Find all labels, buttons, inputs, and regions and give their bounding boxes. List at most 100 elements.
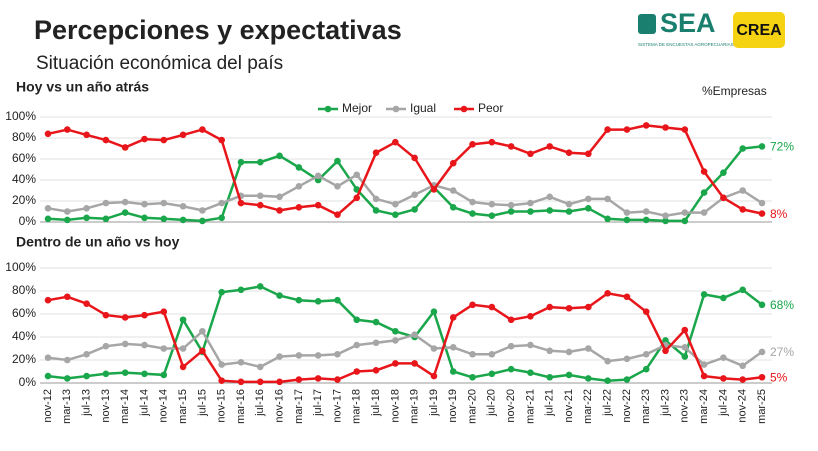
point — [758, 210, 766, 217]
point — [662, 347, 669, 355]
point — [179, 131, 187, 139]
point — [199, 327, 206, 335]
x-tick-label: jul-18 — [370, 389, 382, 417]
point — [237, 199, 245, 207]
point — [218, 136, 225, 144]
y-tick-label: 40% — [12, 172, 36, 186]
point — [276, 207, 283, 214]
point — [237, 378, 245, 386]
point — [334, 157, 341, 165]
point — [141, 200, 148, 208]
point — [44, 205, 52, 212]
x-tick-label: nov-23 — [679, 389, 691, 423]
x-tick-label: nov-16 — [273, 389, 285, 423]
point — [199, 207, 206, 214]
point — [604, 357, 611, 365]
point — [565, 200, 573, 208]
x-tick-label: mar-23 — [640, 389, 652, 424]
point — [334, 183, 341, 190]
point — [720, 169, 727, 176]
point — [83, 350, 90, 358]
point — [700, 168, 708, 175]
y-tick-label: 80% — [12, 130, 36, 144]
x-tick-label: mar-14 — [119, 389, 131, 424]
x-tick-label: jul-16 — [254, 389, 266, 417]
point — [739, 187, 747, 194]
point — [469, 301, 476, 309]
point — [623, 355, 631, 363]
subtitle: Situación económica del país — [36, 53, 283, 74]
point — [372, 339, 380, 347]
x-tick-label: nov-22 — [621, 389, 633, 423]
x-tick-label: jul-22 — [602, 389, 614, 417]
point — [141, 311, 148, 319]
x-tick-label: mar-17 — [293, 389, 305, 424]
point — [681, 326, 689, 334]
point — [585, 150, 592, 158]
point — [83, 372, 90, 380]
logo-sea-caption: SISTEMA DE ENCUESTAS AGROPECUARIAS — [638, 42, 734, 47]
point — [237, 158, 245, 166]
point — [681, 344, 689, 351]
point — [565, 371, 573, 379]
x-tick-label: jul-19 — [428, 389, 440, 417]
point — [102, 370, 110, 378]
point — [160, 345, 168, 352]
point — [411, 206, 418, 213]
point — [758, 143, 766, 150]
point — [604, 126, 611, 133]
point — [83, 214, 90, 222]
point — [121, 369, 129, 376]
point — [546, 347, 554, 355]
point — [44, 215, 52, 223]
point — [372, 195, 380, 203]
point — [430, 186, 438, 193]
x-tick-label: mar-20 — [466, 389, 478, 424]
point — [585, 205, 592, 212]
point — [527, 313, 534, 320]
point — [314, 352, 322, 359]
legend-marker — [460, 105, 468, 113]
point — [160, 371, 168, 379]
x-tick-label: nov-18 — [389, 389, 401, 423]
point — [218, 214, 225, 222]
point — [546, 207, 554, 214]
y-tick-label: 0% — [19, 214, 37, 228]
x-tick-label: jul-24 — [717, 389, 729, 417]
point — [623, 209, 631, 216]
value-label: 5% — [770, 370, 788, 384]
point — [642, 350, 650, 358]
point — [237, 286, 245, 294]
point — [739, 145, 747, 152]
x-tick-label: mar-22 — [582, 389, 594, 424]
point — [276, 193, 283, 201]
point — [121, 144, 129, 151]
point — [44, 354, 52, 362]
y-tick-label: 20% — [12, 193, 36, 207]
point — [623, 126, 631, 133]
point — [642, 308, 650, 316]
series-line — [47, 124, 763, 217]
point — [256, 192, 264, 200]
y-tick-label: 80% — [12, 283, 36, 297]
point — [392, 327, 399, 335]
point — [681, 209, 689, 216]
point — [63, 293, 71, 301]
point — [63, 208, 71, 215]
y-tick-label: 40% — [12, 329, 36, 343]
point — [353, 316, 361, 324]
x-tick-label: nov-20 — [505, 389, 517, 423]
logo-crea: CREA — [733, 12, 785, 48]
point — [681, 126, 689, 133]
point — [565, 149, 573, 156]
point — [546, 373, 554, 381]
point — [44, 130, 52, 138]
series-line — [47, 173, 763, 217]
point — [585, 345, 592, 352]
logo-crea-box — [733, 12, 785, 48]
x-tick-label: jul-21 — [544, 389, 556, 417]
point — [218, 361, 225, 368]
point — [160, 215, 168, 223]
point — [160, 308, 168, 316]
point — [739, 206, 747, 213]
